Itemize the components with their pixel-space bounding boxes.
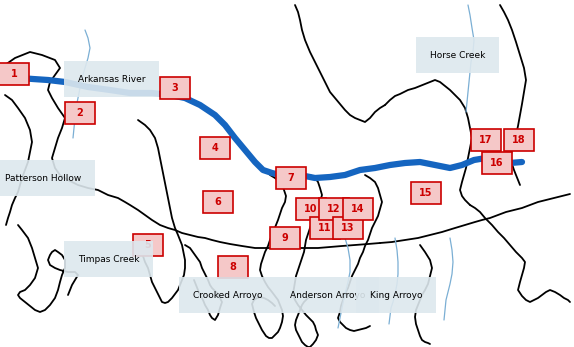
Text: Horse Creek: Horse Creek <box>430 51 486 59</box>
Text: 17: 17 <box>479 135 492 145</box>
FancyBboxPatch shape <box>471 129 501 151</box>
Text: Arkansas River: Arkansas River <box>78 75 145 84</box>
FancyBboxPatch shape <box>482 152 512 174</box>
Text: 11: 11 <box>318 223 332 233</box>
Text: 7: 7 <box>288 173 294 183</box>
FancyBboxPatch shape <box>270 227 300 249</box>
FancyBboxPatch shape <box>276 167 306 189</box>
Text: 2: 2 <box>76 108 83 118</box>
Text: 13: 13 <box>342 223 355 233</box>
Text: 6: 6 <box>215 197 222 207</box>
Text: 16: 16 <box>490 158 504 168</box>
Text: Anderson Arroyo: Anderson Arroyo <box>290 290 366 299</box>
Text: 1: 1 <box>11 69 17 79</box>
Text: 10: 10 <box>304 204 318 214</box>
FancyBboxPatch shape <box>0 63 29 85</box>
FancyBboxPatch shape <box>411 182 441 204</box>
FancyBboxPatch shape <box>319 198 349 220</box>
Text: 4: 4 <box>212 143 218 153</box>
Text: Crooked Arroyo: Crooked Arroyo <box>193 290 262 299</box>
FancyBboxPatch shape <box>203 191 233 213</box>
FancyBboxPatch shape <box>333 217 363 239</box>
Text: 14: 14 <box>351 204 364 214</box>
Text: 5: 5 <box>145 240 152 250</box>
FancyBboxPatch shape <box>310 217 340 239</box>
FancyBboxPatch shape <box>218 256 248 278</box>
Text: 15: 15 <box>419 188 433 198</box>
Text: 18: 18 <box>512 135 526 145</box>
FancyBboxPatch shape <box>133 234 163 256</box>
Text: King Arroyo: King Arroyo <box>370 290 422 299</box>
FancyBboxPatch shape <box>504 129 534 151</box>
Text: 9: 9 <box>282 233 288 243</box>
Text: 8: 8 <box>230 262 236 272</box>
FancyBboxPatch shape <box>65 102 95 124</box>
FancyBboxPatch shape <box>296 198 326 220</box>
FancyBboxPatch shape <box>200 137 230 159</box>
Text: 12: 12 <box>327 204 341 214</box>
Text: Timpas Creek: Timpas Creek <box>78 254 139 263</box>
Text: 3: 3 <box>172 83 179 93</box>
FancyBboxPatch shape <box>343 198 373 220</box>
Text: Patterson Hollow: Patterson Hollow <box>5 174 82 183</box>
FancyBboxPatch shape <box>160 77 190 99</box>
